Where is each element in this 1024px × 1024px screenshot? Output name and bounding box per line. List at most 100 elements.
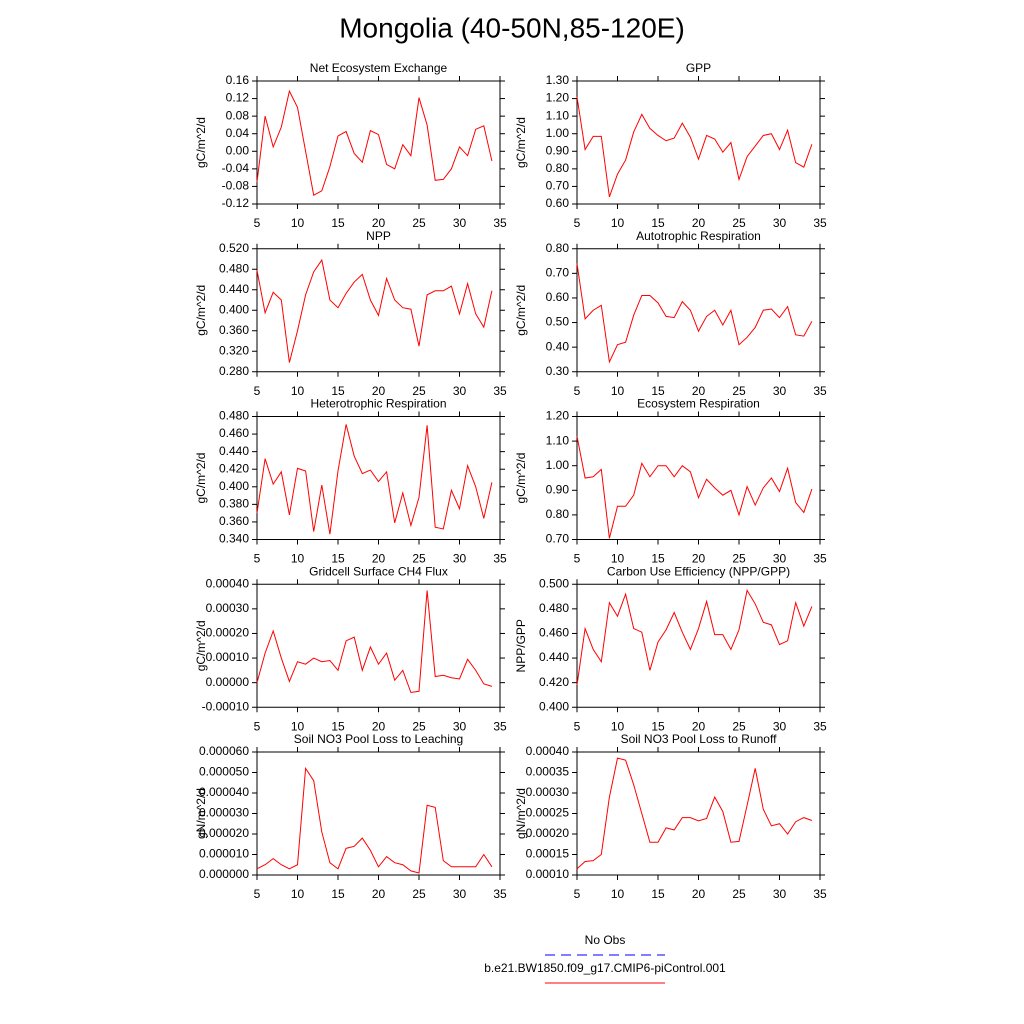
y-tick-label: 0.000000 xyxy=(199,867,249,881)
panel-title: Gridcell Surface CH4 Flux xyxy=(309,564,448,578)
panel-title: Net Ecosystem Exchange xyxy=(310,61,448,75)
y-tick-label: 0.80 xyxy=(546,161,570,175)
x-tick-label: 15 xyxy=(331,384,345,398)
y-tick-label: 0.00025 xyxy=(526,806,570,820)
panel-title: NPP xyxy=(366,229,391,243)
x-tick-label: 25 xyxy=(732,216,746,230)
y-tick-label: 0.480 xyxy=(219,261,249,275)
x-tick-label: 25 xyxy=(412,719,426,733)
x-tick-label: 5 xyxy=(254,216,261,230)
y-tick-label: 0.440 xyxy=(219,444,249,458)
x-tick-label: 5 xyxy=(574,719,581,733)
data-line xyxy=(576,96,813,198)
y-tick-label: 0.480 xyxy=(539,601,569,615)
data-line xyxy=(256,89,493,196)
y-tick-label: -0.08 xyxy=(222,179,250,193)
panel: Soil NO3 Pool Loss to Runoff 0.00010 0.000… xyxy=(514,732,827,901)
y-tick-label: 0.360 xyxy=(219,514,249,528)
x-tick-label: 5 xyxy=(254,719,261,733)
y-tick-label: -0.04 xyxy=(222,161,250,175)
y-tick-label: 1.20 xyxy=(546,409,570,423)
x-tick-label: 15 xyxy=(651,887,665,901)
y-tick-label: 0.00040 xyxy=(526,744,570,758)
x-tick-label: 5 xyxy=(254,384,261,398)
plot-frame xyxy=(256,583,501,708)
y-tick-label: 0.400 xyxy=(219,302,249,316)
data-line xyxy=(576,263,813,364)
y-tick-label: 0.460 xyxy=(219,426,249,440)
y-tick-label: 0.000030 xyxy=(199,806,249,820)
x-tick-label: 5 xyxy=(254,887,261,901)
panel: NPP 0.280 0.320 0.360 0.400 0.440 0.480 0.520 5 1… xyxy=(194,229,507,398)
y-tick-label: 0.000060 xyxy=(199,744,249,758)
panel-title: GPP xyxy=(686,61,711,75)
x-tick-label: 30 xyxy=(453,384,467,398)
y-tick-label: 0.00020 xyxy=(526,826,570,840)
y-axis-label: gC/m^2/d xyxy=(514,285,528,336)
x-tick-label: 20 xyxy=(372,552,386,566)
y-tick-label: 0.000040 xyxy=(199,785,249,799)
legend-label: No Obs xyxy=(585,933,626,947)
y-tick-label: 0.420 xyxy=(539,675,569,689)
y-axis-label: gC/m^2/d xyxy=(194,620,208,671)
x-tick-label: 10 xyxy=(291,216,305,230)
x-tick-label: 10 xyxy=(611,216,625,230)
y-axis-label: gC/m^2/d xyxy=(194,117,208,168)
x-tick-label: 30 xyxy=(773,216,787,230)
y-tick-label: 1.30 xyxy=(546,73,570,87)
x-tick-label: 10 xyxy=(291,719,305,733)
data-line xyxy=(256,424,493,535)
panel: GPP 0.60 0.70 0.80 0.90 1.00 1.10 1.20 1.30 5 10 15… xyxy=(514,61,827,230)
panel: Soil NO3 Pool Loss to Leaching 0.000000 0.… xyxy=(194,732,507,901)
panel: Ecosystem Respiration 0.70 0.80 0.90 1.00 1.1… xyxy=(514,397,827,566)
x-tick-label: 10 xyxy=(291,552,305,566)
x-tick-label: 35 xyxy=(493,887,507,901)
panel: Autotrophic Respiration 0.30 0.40 0.50 0.60 0… xyxy=(514,229,827,398)
x-tick-label: 30 xyxy=(773,384,787,398)
plot-frame xyxy=(576,751,821,876)
x-tick-label: 30 xyxy=(453,552,467,566)
y-tick-label: 0.340 xyxy=(219,532,249,546)
y-tick-label: 0.440 xyxy=(219,282,249,296)
y-tick-label: 0.30 xyxy=(546,364,570,378)
plot-frame xyxy=(256,248,501,373)
x-tick-label: 35 xyxy=(813,552,827,566)
y-tick-label: 0.360 xyxy=(219,323,249,337)
x-tick-label: 35 xyxy=(493,384,507,398)
y-tick-label: -0.00010 xyxy=(202,699,250,713)
x-tick-label: 25 xyxy=(412,887,426,901)
y-tick-label: 0.00015 xyxy=(526,847,570,861)
x-tick-label: 30 xyxy=(773,887,787,901)
y-tick-label: 1.10 xyxy=(546,433,570,447)
x-tick-label: 30 xyxy=(453,887,467,901)
y-tick-label: 0.460 xyxy=(539,626,569,640)
x-tick-label: 35 xyxy=(813,719,827,733)
legend-label: b.e21.BW1850.f09_g17.CMIP6-piControl.001 xyxy=(484,961,726,975)
y-tick-label: 0.280 xyxy=(219,364,249,378)
x-tick-label: 20 xyxy=(692,887,706,901)
x-tick-label: 30 xyxy=(773,552,787,566)
x-tick-label: 25 xyxy=(732,719,746,733)
y-tick-label: 1.00 xyxy=(546,458,570,472)
y-tick-label: 0.00 xyxy=(226,143,250,157)
y-tick-label: 0.00000 xyxy=(206,675,250,689)
x-tick-label: 20 xyxy=(692,719,706,733)
y-tick-label: 0.440 xyxy=(539,650,569,664)
y-tick-label: 0.70 xyxy=(546,532,570,546)
panel-title: Autotrophic Respiration xyxy=(636,229,761,243)
x-tick-label: 10 xyxy=(611,552,625,566)
data-line xyxy=(576,436,813,539)
y-tick-label: 0.00030 xyxy=(206,601,250,615)
x-tick-label: 10 xyxy=(291,384,305,398)
panel-title: Soil NO3 Pool Loss to Runoff xyxy=(621,732,778,746)
y-tick-label: 1.20 xyxy=(546,91,570,105)
x-tick-label: 15 xyxy=(651,384,665,398)
x-tick-label: 35 xyxy=(813,216,827,230)
y-tick-label: 1.00 xyxy=(546,126,570,140)
panel-title: Heterotrophic Respiration xyxy=(310,397,446,411)
x-tick-label: 20 xyxy=(692,216,706,230)
y-axis-label: NPP/GPP xyxy=(514,619,528,672)
x-tick-label: 15 xyxy=(331,216,345,230)
y-tick-label: 0.80 xyxy=(546,241,570,255)
